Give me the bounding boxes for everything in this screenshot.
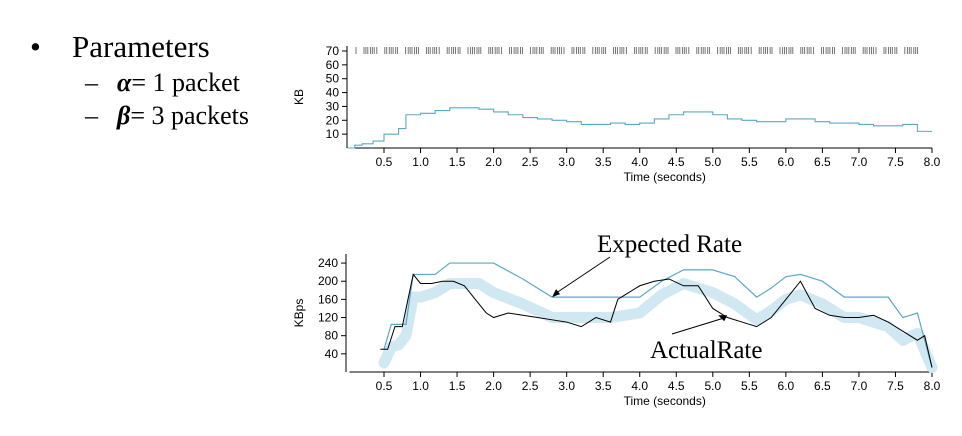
chart2-x-tick-label: 4.0 bbox=[631, 379, 648, 393]
chart1-y-tick-label: 50 bbox=[326, 72, 340, 86]
chart2-x-tick-label: 5.5 bbox=[741, 379, 758, 393]
chart1-y-tick-label: 10 bbox=[326, 127, 340, 141]
bullet-parameters: • Parameters bbox=[30, 28, 249, 66]
chart1-x-tick-label: 7.5 bbox=[887, 155, 904, 169]
beta-text: = 3 packets bbox=[130, 101, 249, 130]
chart1-x-tick-label: 6.0 bbox=[778, 155, 795, 169]
annotation-arrow-expected bbox=[555, 256, 611, 294]
chart1-x-tick-label: 2.0 bbox=[485, 155, 502, 169]
chart1-y-tick-label: 30 bbox=[326, 99, 340, 113]
sub-dash: – bbox=[85, 68, 98, 97]
sub-dash: – bbox=[85, 101, 98, 130]
chart2-y-tick-label: 120 bbox=[318, 311, 338, 325]
chart2-x-tick-label: 1.0 bbox=[412, 379, 429, 393]
chart2-x-tick-label: 4.5 bbox=[668, 379, 685, 393]
chart2-x-axis-label: Time (seconds) bbox=[624, 394, 706, 408]
chart2-y-tick-label: 160 bbox=[318, 292, 338, 306]
chart2-x-tick-label: 3.5 bbox=[595, 379, 612, 393]
parameter-bullets: • Parameters – α= 1 packet – β= 3 packets bbox=[30, 28, 249, 132]
chart1-x-tick-label: 4.5 bbox=[668, 155, 685, 169]
chart2-actual-rate-line bbox=[380, 273, 933, 368]
chart2-y-tick-label: 200 bbox=[318, 274, 338, 288]
chart2-y-tick-label: 240 bbox=[318, 256, 338, 270]
chart1-x-tick-label: 0.5 bbox=[376, 155, 393, 169]
annotation-arrow-actual bbox=[671, 317, 724, 335]
chart2-x-tick-label: 8.0 bbox=[924, 379, 941, 393]
chart1-x-tick-label: 6.5 bbox=[814, 155, 831, 169]
chart2-y-tick-label: 80 bbox=[325, 329, 339, 343]
chart1-x-tick-label: 1.5 bbox=[449, 155, 466, 169]
annotation-expected-rate: Expected Rate bbox=[597, 231, 742, 258]
chart2-x-tick-label: 2.0 bbox=[485, 379, 502, 393]
chart2-x-tick-label: 7.5 bbox=[887, 379, 904, 393]
chart1-x-tick-label: 1.0 bbox=[412, 155, 429, 169]
alpha-symbol: α bbox=[117, 68, 132, 97]
beta-symbol: β bbox=[117, 101, 131, 130]
chart1-x-tick-label: 4.0 bbox=[631, 155, 648, 169]
chart1-y-tick-label: 70 bbox=[326, 44, 340, 58]
alpha-text: = 1 packet bbox=[131, 68, 240, 97]
chart1-y-axis-label: KB bbox=[292, 89, 306, 105]
chart2-x-tick-label: 6.5 bbox=[814, 379, 831, 393]
bullet-title: Parameters bbox=[72, 29, 210, 64]
chart2-expected-rate-line bbox=[383, 262, 933, 368]
chart1-x-tick-label: 5.5 bbox=[741, 155, 758, 169]
chart2-x-tick-label: 2.5 bbox=[522, 379, 539, 393]
chart1-y-tick-label: 60 bbox=[326, 58, 340, 72]
chart2-y-tick-label: 40 bbox=[325, 347, 339, 361]
chart1-x-tick-label: 8.0 bbox=[924, 155, 941, 169]
chart1-x-tick-label: 5.0 bbox=[704, 155, 721, 169]
chart2-x-tick-label: 6.0 bbox=[778, 379, 795, 393]
annotation-arrowhead-actual bbox=[718, 315, 728, 322]
chart1-x-tick-label: 3.0 bbox=[558, 155, 575, 169]
chart2-y-axis-label: KBps bbox=[292, 299, 306, 328]
chart1-x-tick-label: 3.5 bbox=[595, 155, 612, 169]
bullet-beta: – β= 3 packets bbox=[85, 99, 249, 132]
chart1-x-tick-label: 2.5 bbox=[522, 155, 539, 169]
chart1-window-line bbox=[347, 107, 932, 149]
chart2-x-tick-label: 0.5 bbox=[376, 379, 393, 393]
chart2-x-tick-label: 7.0 bbox=[851, 379, 868, 393]
chart1-x-tick-label: 7.0 bbox=[851, 155, 868, 169]
annotation-actual-rate: ActualRate bbox=[650, 337, 762, 364]
chart1-packet-ticks bbox=[355, 47, 919, 54]
chart1-y-tick-label: 20 bbox=[326, 113, 340, 127]
chart1-x-axis-label: Time (seconds) bbox=[624, 170, 706, 184]
chart2-x-tick-label: 3.0 bbox=[558, 379, 575, 393]
chart1-y-tick-label: 40 bbox=[326, 86, 340, 100]
chart2-x-tick-label: 1.5 bbox=[449, 379, 466, 393]
chart2-x-tick-label: 5.0 bbox=[704, 379, 721, 393]
bullet-alpha: – α= 1 packet bbox=[85, 66, 249, 99]
annotation-arrowhead-expected bbox=[552, 289, 561, 298]
bullet-marker: • bbox=[30, 29, 41, 64]
